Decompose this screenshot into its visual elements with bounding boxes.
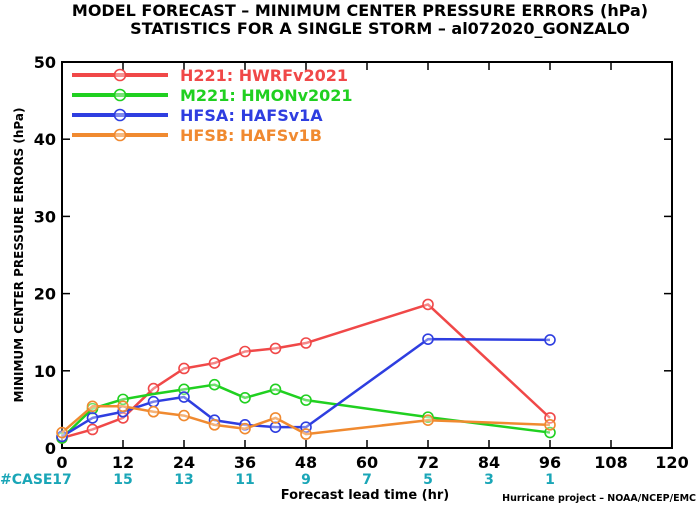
- series-1-point: [269, 342, 282, 355]
- y-tick-label: 10: [34, 362, 56, 381]
- y-axis: 0 10 20 30 40 50: [34, 53, 672, 458]
- series-3-point: [544, 334, 556, 346]
- case-row-label: #CASE: [0, 472, 53, 488]
- series-1-point: [422, 298, 434, 311]
- case-count: 17: [52, 472, 71, 488]
- legend-label: H221: HWRFv2021: [180, 66, 348, 85]
- chart-title: MODEL FORECAST – MINIMUM CENTER PRESSURE…: [72, 1, 648, 20]
- x-tick-label: 120: [655, 453, 688, 472]
- series-line-2: [61, 383, 551, 439]
- x-tick-label: 72: [417, 453, 439, 472]
- x-tick-label: 84: [478, 453, 500, 472]
- series-4-point: [300, 428, 312, 440]
- x-axis-label: Forecast lead time (hr): [281, 488, 449, 503]
- y-tick-label: 0: [45, 439, 56, 458]
- series-line-1: [61, 303, 551, 440]
- legend-label: M221: HMONv2021: [180, 86, 353, 105]
- series-4-point: [178, 409, 190, 422]
- case-count: 9: [301, 472, 311, 488]
- series-4-point: [208, 419, 221, 431]
- series-1-point: [239, 345, 251, 358]
- x-tick-label: 36: [234, 453, 256, 472]
- series-2-point: [208, 378, 221, 391]
- legend-marker: [113, 128, 127, 142]
- legend-marker: [113, 88, 127, 102]
- legend-marker: [113, 108, 127, 122]
- case-count: 11: [235, 472, 254, 488]
- series-4-point: [422, 414, 434, 427]
- series-2-point: [239, 392, 251, 404]
- series-3-point: [178, 391, 190, 403]
- case-count: 15: [113, 472, 132, 488]
- x-tick-label: 108: [594, 453, 627, 472]
- x-tick-label: 48: [295, 453, 317, 472]
- series-line-4: [61, 405, 551, 436]
- y-tick-label: 20: [34, 285, 56, 304]
- y-tick-label: 30: [34, 207, 56, 226]
- series-2-point: [269, 383, 282, 396]
- case-count: 3: [484, 472, 494, 488]
- case-counts: #CASE 17 15 13 11 9 7 5 3 1: [0, 472, 555, 488]
- series-1-point: [178, 362, 190, 375]
- series-1-point: [86, 423, 99, 436]
- series-4-point: [147, 405, 160, 418]
- case-count: 13: [174, 472, 193, 488]
- series-4-point: [544, 419, 556, 431]
- legend-marker: [113, 68, 127, 82]
- series-4-point: [56, 426, 68, 439]
- series-1-point: [300, 337, 312, 349]
- y-tick-label: 40: [34, 130, 56, 149]
- series-3-point: [147, 395, 160, 408]
- series-layer: [56, 298, 556, 444]
- series-4-point: [86, 400, 99, 413]
- case-count: 7: [362, 472, 372, 488]
- series-1-point: [208, 357, 221, 369]
- x-tick-label: 96: [539, 453, 561, 472]
- series-3-point: [422, 333, 434, 345]
- x-tick-label: 60: [356, 453, 378, 472]
- credit-text: Hurricane project – NOAA/NCEP/EMC: [502, 493, 696, 504]
- x-tick-label: 0: [56, 453, 67, 472]
- series-2-point: [300, 394, 312, 406]
- x-tick-label: 24: [173, 453, 195, 472]
- series-4-point: [239, 422, 251, 435]
- case-count: 5: [423, 472, 433, 488]
- series-4-point: [117, 400, 129, 413]
- x-tick-label: 12: [112, 453, 134, 472]
- case-count: 1: [545, 472, 555, 488]
- y-axis-label: MINIMUM CENTER PRESSURE ERRORS (hPa): [12, 108, 26, 403]
- series-4-point: [269, 412, 282, 424]
- legend-label: HFSA: HAFSv1A: [180, 106, 323, 125]
- legend-label: HFSB: HAFSv1B: [180, 126, 322, 145]
- chart-subtitle: STATISTICS FOR A SINGLE STORM – al072020…: [130, 19, 630, 38]
- y-tick-label: 50: [34, 53, 56, 72]
- series-1-point: [147, 382, 160, 395]
- series-3-point: [86, 412, 99, 424]
